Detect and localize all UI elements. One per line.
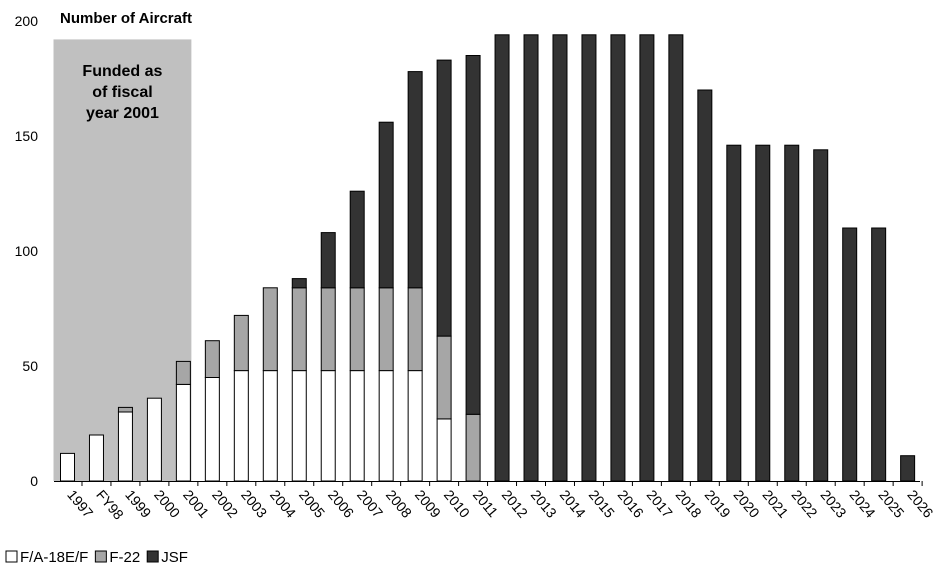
x-tick-label: 1997: [64, 487, 96, 521]
bar-segment: [117, 411, 133, 482]
bar-segment: [436, 335, 452, 420]
bar-segment: [842, 227, 858, 482]
bar-segment: [378, 287, 394, 372]
legend-swatch: [146, 550, 159, 563]
bar-segment: [378, 121, 394, 289]
bar-segment: [494, 34, 510, 482]
x-axis: 1997FY9819992000200120022003200420052006…: [54, 481, 934, 523]
bar-segment: [320, 232, 336, 289]
bar-segment: [262, 370, 278, 482]
x-tick-label: 2013: [528, 487, 560, 521]
bar-segment: [871, 227, 887, 482]
x-tick-label: 2011: [470, 487, 502, 521]
legend-label: F/A-18E/F: [20, 549, 88, 566]
y-tick-label: 0: [30, 473, 38, 489]
legend-swatch: [5, 550, 18, 563]
bar-segment: [581, 34, 597, 482]
x-tick-label: 2025: [875, 487, 907, 521]
bar-segment: [523, 34, 539, 482]
x-tick-label: 2008: [383, 487, 415, 521]
y-axis: 0 50 100 150 200: [15, 13, 39, 489]
bar-segment: [117, 406, 133, 413]
bar-segment: [233, 370, 249, 482]
bar-segment: [291, 278, 307, 289]
bar-segment: [639, 34, 655, 482]
x-tick-label: 2018: [673, 487, 705, 521]
legend-label: F-22: [109, 549, 140, 566]
chart-title: Number of Aircraft: [60, 10, 192, 27]
bar-segment: [204, 340, 220, 379]
x-tick-label: 2022: [788, 487, 820, 521]
x-tick-label: 2021: [759, 487, 791, 521]
x-tick-label: 2003: [238, 487, 270, 521]
x-tick-label: 1999: [122, 487, 154, 521]
x-tick-label: 2010: [441, 487, 473, 521]
x-tick-label: 2024: [846, 487, 878, 521]
x-tick-label: 2015: [586, 487, 618, 521]
bar-segment: [697, 89, 713, 482]
bar-segment: [320, 287, 336, 372]
bar-segment: [349, 190, 365, 289]
x-tick-label: 2002: [209, 487, 241, 521]
funded-annotation-line: of fiscal: [92, 84, 152, 101]
x-tick-label: 2009: [412, 487, 444, 521]
bar-segment: [349, 370, 365, 482]
bar-segment: [784, 144, 800, 482]
x-tick-label: 2017: [644, 487, 676, 521]
bar-segment: [407, 71, 423, 289]
x-tick-label: 2004: [267, 487, 299, 521]
bar-segment: [465, 413, 481, 482]
legend: F/A-18E/F F-22 JSF: [5, 549, 188, 566]
funded-annotation-line: Funded as: [82, 63, 162, 80]
bar-segment: [233, 314, 249, 372]
funded-annotation-line: year 2001: [86, 105, 159, 122]
bar-segment: [407, 370, 423, 482]
bar-segment: [204, 377, 220, 482]
bar-segment: [610, 34, 626, 482]
bar-segment: [349, 287, 365, 372]
bar-segment: [668, 34, 684, 482]
bar-segment: [407, 287, 423, 372]
y-tick-label: 200: [15, 13, 39, 29]
x-tick-label: FY98: [93, 487, 127, 523]
x-tick-label: 2012: [499, 487, 531, 521]
x-tick-label: 2014: [557, 487, 589, 521]
x-tick-label: 2006: [325, 487, 357, 521]
y-tick-label: 150: [15, 128, 39, 144]
bar-segment: [60, 452, 75, 482]
bar-segment: [378, 370, 394, 482]
bar-segment: [175, 383, 191, 482]
x-tick-label: 2007: [354, 487, 386, 521]
legend-label: JSF: [161, 549, 188, 566]
bar-segment: [726, 144, 742, 482]
bar-segment: [900, 455, 916, 482]
x-tick-label: 2005: [296, 487, 328, 521]
bar-segment: [436, 59, 452, 337]
legend-swatch: [94, 550, 107, 563]
bar-segment: [146, 397, 162, 482]
bar-segment: [262, 287, 278, 372]
bar-segment: [436, 418, 452, 482]
bar-segment: [552, 34, 568, 482]
bar-segment: [755, 144, 771, 482]
y-tick-label: 100: [15, 243, 39, 259]
y-tick-label: 50: [22, 358, 38, 374]
bar-segment: [813, 149, 829, 482]
bar-segment: [88, 434, 104, 482]
bar-segment: [465, 55, 481, 415]
x-tick-label: 2023: [817, 487, 849, 521]
bar-segment: [175, 360, 191, 385]
x-tick-label: 2001: [180, 487, 212, 521]
bar-segment: [291, 287, 307, 372]
x-tick-label: 2026: [904, 487, 934, 521]
x-tick-label: 2016: [615, 487, 647, 521]
x-tick-label: 2000: [151, 487, 183, 521]
x-tick-label: 2019: [702, 487, 734, 521]
bar-segment: [291, 370, 307, 482]
bar-segment: [320, 370, 336, 482]
x-tick-label: 2020: [731, 487, 763, 521]
